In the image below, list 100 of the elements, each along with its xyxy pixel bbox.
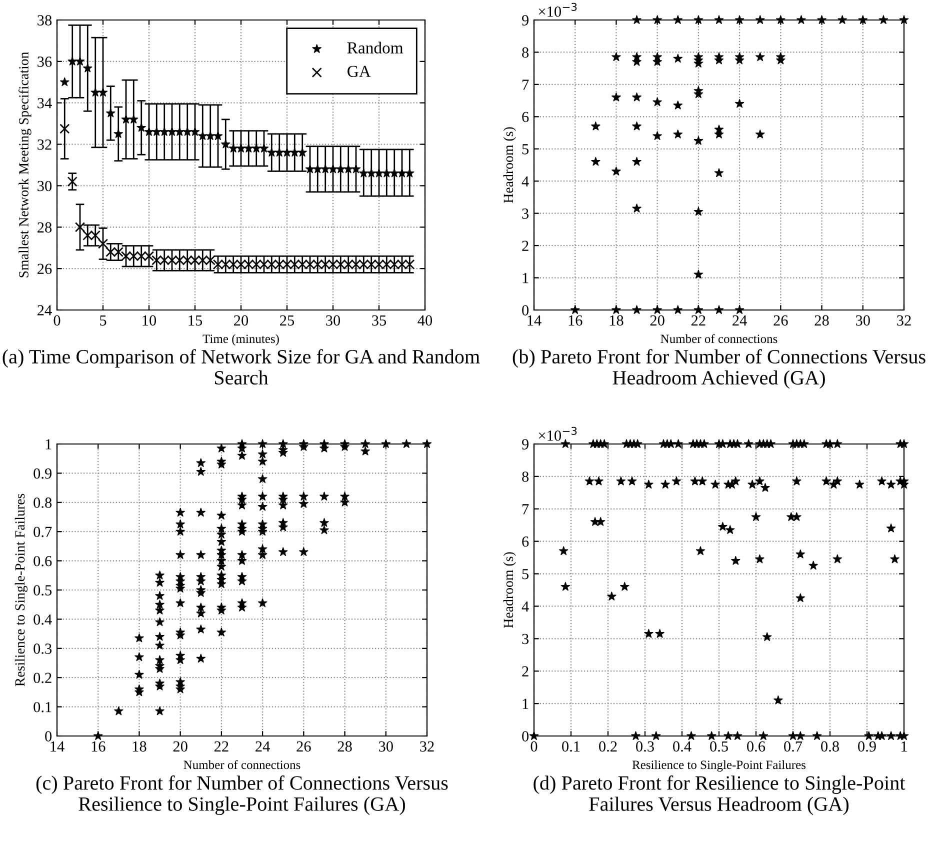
point [206, 131, 215, 140]
x-tick-label: 10 [142, 315, 156, 326]
point [382, 168, 392, 178]
point [60, 124, 70, 134]
y-tick-label: 0.6 [34, 556, 52, 566]
x-tick-label: 32 [420, 741, 434, 752]
point [67, 176, 78, 187]
y-axis-title: Headroom (s) [503, 552, 516, 628]
point [397, 168, 407, 178]
text: ×10$^{−3}$ [538, 426, 577, 441]
x-tick-label: 18 [610, 315, 624, 326]
point [734, 98, 744, 108]
point [190, 127, 200, 136]
x-tick-label: 20 [173, 741, 188, 752]
y-tick-label: 4 [522, 601, 529, 612]
x-tick-label: 20 [234, 315, 248, 326]
x-tick-label: 30 [326, 315, 340, 326]
x-tick-label: 28 [338, 741, 352, 752]
point [652, 305, 662, 314]
point [612, 52, 621, 62]
y-tick-label: 0.8 [34, 498, 52, 508]
x-axis-title: Time (minutes) [202, 334, 279, 346]
point [236, 144, 246, 152]
x-tick-label: 0.8 [821, 741, 839, 752]
y-axis-title: Resilience to Single-Point Failures [14, 494, 28, 686]
point [714, 15, 724, 24]
text: (c) Pareto Front for Number of Connections Versus Resilience to Single-Point Failures (GA) [36, 775, 448, 816]
point [570, 305, 580, 314]
x-axis-title: Resilience to Single-Point Failures [632, 760, 806, 772]
text: (b) Pareto Front for Number of Connections Versus Headroom Achieved (GA) [512, 349, 926, 389]
text: ×10$^{−3}$ [538, 2, 577, 17]
x-tick-label: 30 [856, 315, 870, 326]
x-tick-label: 32 [897, 315, 911, 326]
y-tick-label: 4 [522, 176, 529, 186]
point [632, 15, 642, 24]
point [136, 122, 146, 132]
point [305, 164, 315, 174]
y-tick-label: 28 [38, 222, 52, 233]
point [298, 148, 307, 157]
point [591, 156, 600, 166]
y-tick-label: 0 [522, 305, 529, 316]
point [244, 144, 254, 152]
point [632, 92, 642, 102]
point [632, 122, 642, 130]
x-tick-label: 15 [188, 315, 202, 326]
y-tick-label: 38 [38, 15, 52, 26]
point [282, 148, 292, 157]
point [221, 139, 230, 148]
y-tick-label: 1 [522, 698, 528, 709]
x-tick-label: 24 [732, 315, 747, 326]
y-tick-label: 8 [522, 472, 529, 482]
y-tick-label: 0.5 [34, 585, 52, 596]
y-tick-label: 0.9 [34, 468, 52, 479]
point [228, 144, 238, 152]
point [129, 114, 138, 124]
x-tick-label: 18 [132, 741, 146, 752]
y-tick-label: 0 [522, 731, 529, 742]
text: (d) Pareto Front for Resilience to Single-Point Failures Versus Headroom (GA) [534, 775, 906, 816]
point [351, 164, 361, 174]
y-tick-label: 6 [522, 112, 529, 122]
point [612, 305, 621, 314]
y-tick-label: 0.2 [34, 672, 52, 684]
x-tick-label: 0.6 [747, 741, 766, 752]
point [673, 15, 682, 24]
y-tick-label: 0 [45, 731, 52, 742]
y-tick-label: 2 [522, 666, 528, 676]
point [274, 148, 284, 157]
point [756, 130, 765, 138]
legend-label: GA [348, 66, 371, 78]
point [60, 77, 70, 86]
y-tick-label: 1 [46, 439, 52, 450]
point [374, 168, 384, 178]
y-tick-label: 0.4 [34, 614, 52, 625]
x-tick-label: 16 [568, 315, 582, 326]
point [344, 164, 353, 174]
y-tick-label: 8 [522, 47, 529, 58]
y-tick-label: 26 [38, 264, 52, 274]
point [267, 148, 276, 157]
point [694, 206, 704, 216]
point [167, 127, 177, 136]
x-tick-label: 0.5 [710, 741, 728, 752]
point [652, 15, 662, 24]
x-tick-label: 30 [378, 741, 393, 752]
y-tick-label: 7 [522, 80, 529, 90]
point [175, 127, 184, 136]
point [612, 166, 621, 176]
point [121, 114, 131, 124]
point [68, 56, 77, 66]
x-tick-label: 0.1 [562, 741, 580, 752]
y-tick-label: 30 [38, 180, 52, 192]
point [838, 15, 847, 24]
x-axis-title: Number of connections [184, 760, 300, 770]
x-tick-label: 22 [214, 741, 228, 752]
x-axis-title: Number of connections [660, 334, 778, 344]
x-tick-label: 20 [650, 315, 664, 326]
point [74, 222, 86, 232]
y-tick-label: 9 [522, 15, 529, 26]
y-axis-title: Smallest Network Meeting Specification [18, 52, 32, 278]
y-tick-label: 3 [522, 208, 529, 219]
point [98, 88, 108, 96]
